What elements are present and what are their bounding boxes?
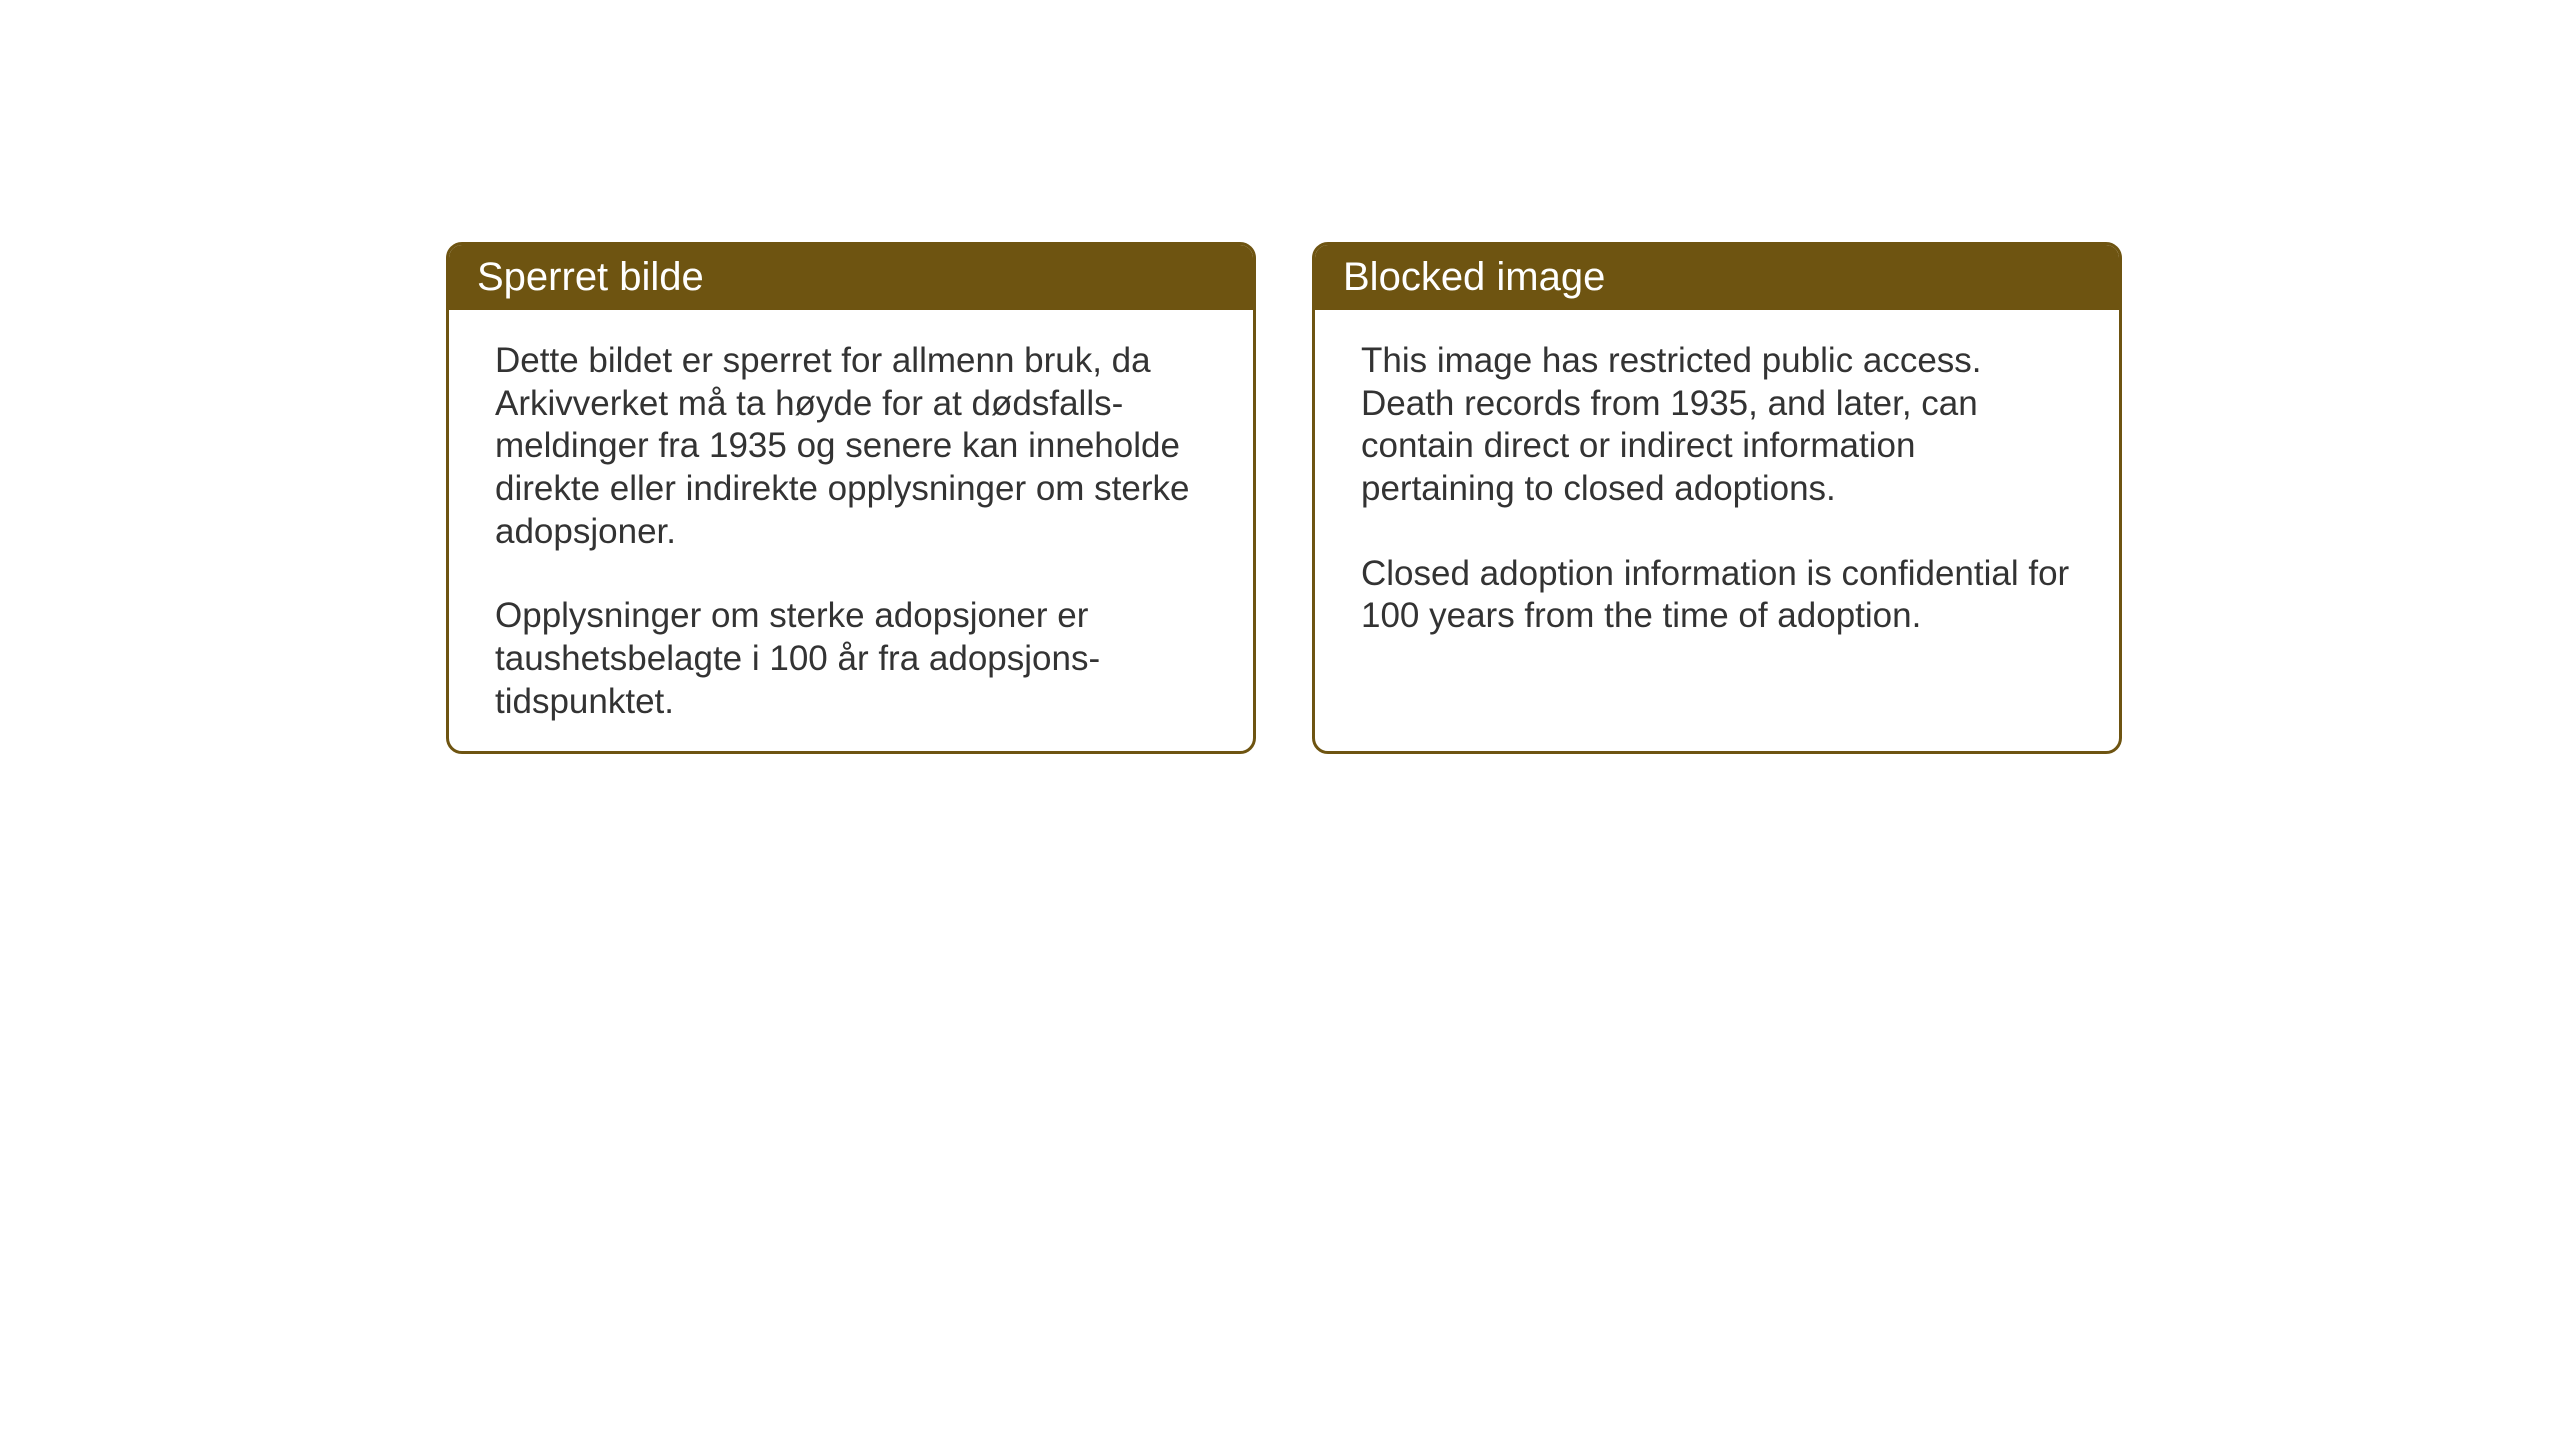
english-paragraph-2: Closed adoption information is confident…	[1361, 553, 2073, 638]
english-card-body: This image has restricted public access.…	[1315, 310, 2119, 668]
norwegian-paragraph-1: Dette bildet er sperret for allmenn bruk…	[495, 340, 1207, 553]
english-card-header: Blocked image	[1315, 245, 2119, 310]
norwegian-notice-card: Sperret bilde Dette bildet er sperret fo…	[446, 242, 1256, 754]
norwegian-card-body: Dette bildet er sperret for allmenn bruk…	[449, 310, 1253, 754]
english-paragraph-1: This image has restricted public access.…	[1361, 340, 2073, 511]
english-notice-card: Blocked image This image has restricted …	[1312, 242, 2122, 754]
norwegian-paragraph-2: Opplysninger om sterke adopsjoner er tau…	[495, 595, 1207, 723]
norwegian-card-header: Sperret bilde	[449, 245, 1253, 310]
norwegian-card-title: Sperret bilde	[477, 255, 704, 299]
notice-container: Sperret bilde Dette bildet er sperret fo…	[446, 242, 2122, 754]
english-card-title: Blocked image	[1343, 255, 1605, 299]
